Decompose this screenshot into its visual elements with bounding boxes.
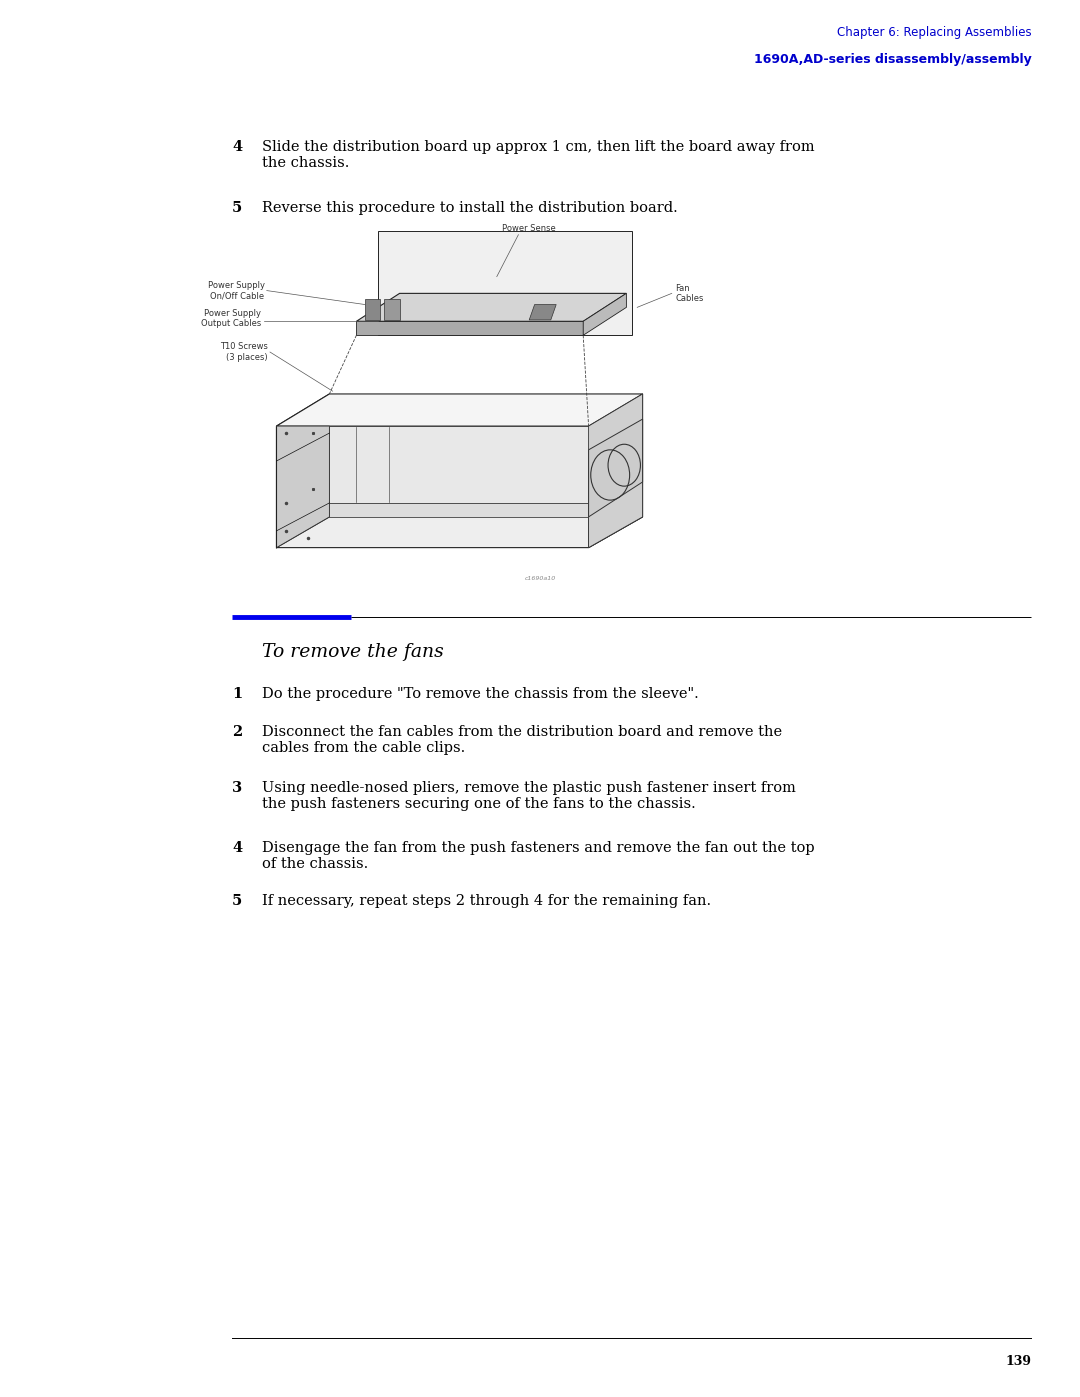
Text: Reverse this procedure to install the distribution board.: Reverse this procedure to install the di… [262,201,678,215]
Polygon shape [583,293,626,335]
Text: Chapter 6: Replacing Assemblies: Chapter 6: Replacing Assemblies [837,27,1031,39]
Text: If necessary, repeat steps 2 through 4 for the remaining fan.: If necessary, repeat steps 2 through 4 f… [262,894,712,908]
Text: To remove the fans: To remove the fans [262,643,444,661]
Polygon shape [276,394,329,548]
Text: Disengage the fan from the push fasteners and remove the fan out the top
of the : Disengage the fan from the push fastener… [262,841,815,872]
Text: T10 Screws
(3 places): T10 Screws (3 places) [220,342,268,362]
Polygon shape [356,321,583,335]
Polygon shape [589,394,643,548]
Polygon shape [365,299,380,320]
Text: 1: 1 [232,687,242,701]
Text: Power Sense
Cable: Power Sense Cable [502,224,556,243]
Polygon shape [276,517,643,548]
Polygon shape [384,299,400,320]
Polygon shape [329,503,589,517]
Text: Slide the distribution board up approx 1 cm, then lift the board away from
the c: Slide the distribution board up approx 1… [262,140,815,170]
Polygon shape [356,293,626,321]
Text: Do the procedure "To remove the chassis from the sleeve".: Do the procedure "To remove the chassis … [262,687,699,701]
Text: 2: 2 [232,725,242,739]
Polygon shape [589,419,643,517]
Polygon shape [329,426,589,503]
Text: 5: 5 [232,201,242,215]
Polygon shape [589,394,643,548]
Text: Disconnect the fan cables from the distribution board and remove the
cables from: Disconnect the fan cables from the distr… [262,725,783,756]
Text: Using needle-nosed pliers, remove the plastic push fastener insert from
the push: Using needle-nosed pliers, remove the pl… [262,781,796,812]
Text: Power Supply
On/Off Cable: Power Supply On/Off Cable [207,281,265,300]
Text: Fan
Cables: Fan Cables [675,284,703,303]
Text: 4: 4 [232,140,242,154]
Polygon shape [276,394,643,426]
Text: 3: 3 [232,781,242,795]
Polygon shape [529,305,556,320]
Polygon shape [276,426,329,548]
Text: 5: 5 [232,894,242,908]
Polygon shape [378,231,632,335]
Text: 139: 139 [1005,1355,1031,1368]
Text: Power Supply
Output Cables: Power Supply Output Cables [201,309,261,328]
Text: 1690A,AD-series disassembly/assembly: 1690A,AD-series disassembly/assembly [754,53,1031,66]
Text: c1690a10: c1690a10 [525,576,555,581]
Text: 4: 4 [232,841,242,855]
